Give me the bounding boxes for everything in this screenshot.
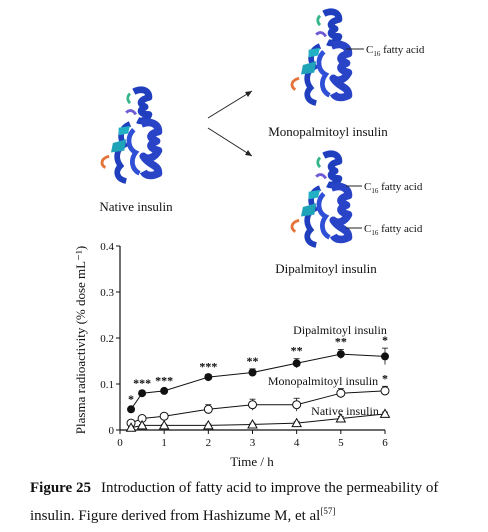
x-ticks: 0 1 2 3 4 5 6 (117, 430, 388, 449)
data-point (160, 386, 169, 395)
monopalmitoyl-insulin-structure (292, 12, 349, 103)
data-point (292, 359, 301, 368)
significance-mark: *** (199, 359, 217, 373)
significance-mark: ** (247, 354, 259, 368)
data-point (380, 386, 390, 396)
dipalmitoyl-insulin-structure (292, 154, 349, 245)
data-point (379, 408, 391, 418)
legend-native: Native insulin (311, 404, 379, 418)
data-point (125, 422, 137, 432)
arrow-to-di (207, 127, 253, 157)
significance-mark: ** (335, 335, 347, 349)
y-tick-label: 0.4 (100, 241, 114, 253)
x-tick-label: 3 (250, 437, 256, 449)
x-tick-label: 2 (206, 437, 212, 449)
mono-fatty-acid-label: C16 fatty acid (366, 44, 425, 58)
data-point (335, 412, 347, 423)
data-point (247, 418, 258, 429)
caption-reference: [57] (320, 506, 336, 516)
significance-mark: ** (291, 344, 303, 358)
x-tick-label: 1 (161, 437, 167, 449)
significance-mark: * (382, 333, 388, 347)
legend-dipalmitoyl: Dipalmitoyl insulin (293, 323, 387, 337)
x-tick-label: 0 (117, 437, 123, 449)
native-insulin-label: Native insulin (99, 199, 173, 214)
y-tick-label: 0.2 (100, 333, 114, 345)
data-point (291, 417, 303, 428)
y-tick-label: 0.1 (100, 379, 114, 391)
y-tick-label: 0.3 (100, 287, 114, 299)
caption-text: Introduction of fatty acid to improve th… (30, 480, 439, 524)
di-fatty-acid-label-1: C16 fatty acid (364, 181, 423, 195)
significance-mark: *** (133, 376, 151, 390)
data-point (248, 368, 257, 377)
series-1: **** ****** ****** * (127, 333, 389, 414)
data-point (136, 419, 148, 430)
monopalmitoyl-insulin-label: Monopalmitoyl insulin (268, 124, 388, 139)
series-line (130, 413, 386, 429)
series-2: * (126, 371, 390, 428)
series-3 (125, 408, 391, 432)
data-point (204, 373, 213, 382)
dipalmitoyl-insulin-label: Dipalmitoyl insulin (275, 261, 377, 276)
data-point (248, 400, 257, 410)
series-layer: **** ****** ****** ** (125, 333, 391, 432)
data-point (381, 352, 389, 361)
significance-mark: * (128, 392, 134, 406)
data-point (202, 419, 214, 430)
x-axis-title: Time / h (230, 454, 274, 469)
data-point (336, 388, 346, 398)
data-point (159, 411, 169, 421)
data-point (336, 350, 345, 359)
significance-mark: * (382, 371, 388, 385)
legend-monopalmitoyl: Monopalmitoyl insulin (268, 374, 378, 388)
x-tick-label: 5 (338, 437, 344, 449)
data-point (127, 405, 136, 414)
data-point (203, 404, 213, 414)
arrow-to-mono (207, 90, 253, 119)
significance-mark: *** (155, 374, 173, 388)
native-insulin-structure (102, 90, 159, 181)
x-tick-label: 4 (294, 437, 300, 449)
data-point (158, 419, 170, 430)
figure-caption: Figure 25 Introduction of fatty acid to i… (30, 477, 476, 528)
x-tick-label: 6 (382, 437, 388, 449)
figure-number: Figure 25 (30, 480, 91, 496)
data-point (292, 400, 302, 410)
di-fatty-acid-label-2: C16 fatty acid (364, 223, 423, 237)
y-axis-title: Plasma radioactivity (% dose mL⁻¹) (73, 246, 88, 434)
y-tick-label: 0 (109, 425, 115, 437)
y-ticks: 0 0.1 0.2 0.3 0.4 (100, 241, 120, 437)
data-point (138, 389, 147, 398)
